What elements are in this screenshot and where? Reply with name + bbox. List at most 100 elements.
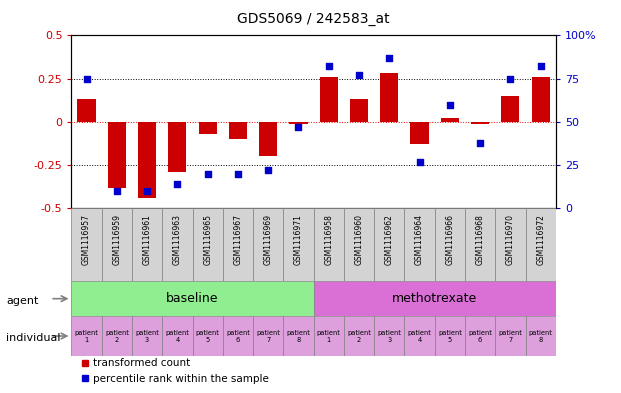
Point — [536, 63, 546, 70]
Point — [81, 75, 91, 82]
Text: patient
6: patient 6 — [468, 329, 492, 343]
Point — [263, 167, 273, 173]
Bar — [132, 316, 162, 356]
Bar — [404, 208, 435, 281]
Point — [173, 181, 183, 187]
Bar — [344, 316, 374, 356]
Text: patient
4: patient 4 — [165, 329, 189, 343]
Text: GSM1116965: GSM1116965 — [203, 214, 212, 265]
Text: GSM1116961: GSM1116961 — [143, 214, 152, 265]
Text: GSM1116969: GSM1116969 — [264, 214, 273, 265]
Bar — [501, 96, 519, 122]
Bar — [253, 208, 283, 281]
Text: GSM1116972: GSM1116972 — [536, 214, 545, 265]
Bar — [253, 316, 283, 356]
Bar — [314, 208, 344, 281]
Text: patient
7: patient 7 — [499, 329, 522, 343]
Bar — [350, 99, 368, 122]
Bar — [78, 99, 96, 122]
Point — [505, 75, 515, 82]
Bar — [162, 316, 193, 356]
Bar — [471, 122, 489, 123]
Text: GSM1116968: GSM1116968 — [476, 214, 484, 265]
Text: GSM1116970: GSM1116970 — [506, 214, 515, 265]
Bar — [495, 208, 525, 281]
Bar — [193, 208, 223, 281]
Text: GSM1116962: GSM1116962 — [385, 214, 394, 265]
Bar — [441, 118, 459, 122]
Text: patient
4: patient 4 — [407, 329, 432, 343]
Bar — [532, 77, 550, 122]
Bar — [410, 122, 428, 144]
Text: patient
1: patient 1 — [317, 329, 341, 343]
Bar — [193, 316, 223, 356]
Bar — [404, 316, 435, 356]
Text: patient
1: patient 1 — [75, 329, 99, 343]
Bar — [374, 208, 404, 281]
Bar — [132, 208, 162, 281]
Bar — [108, 122, 126, 187]
Text: baseline: baseline — [166, 292, 219, 305]
Text: GDS5069 / 242583_at: GDS5069 / 242583_at — [237, 11, 390, 26]
Bar — [71, 316, 102, 356]
Text: agent: agent — [6, 296, 39, 306]
Bar — [314, 281, 556, 316]
Text: GSM1116966: GSM1116966 — [445, 214, 455, 265]
Bar — [168, 122, 186, 172]
Bar — [71, 281, 314, 316]
Bar — [435, 208, 465, 281]
Bar — [435, 316, 465, 356]
Bar — [259, 122, 277, 156]
Bar — [465, 208, 495, 281]
Text: individual: individual — [6, 333, 61, 343]
Bar — [344, 208, 374, 281]
Point — [202, 171, 212, 177]
Bar — [71, 208, 102, 281]
Point — [384, 55, 394, 61]
Text: patient
7: patient 7 — [256, 329, 280, 343]
Bar — [495, 316, 525, 356]
Text: patient
5: patient 5 — [196, 329, 220, 343]
Text: patient
6: patient 6 — [226, 329, 250, 343]
Text: patient
8: patient 8 — [528, 329, 553, 343]
Point — [294, 124, 304, 130]
Bar — [320, 77, 338, 122]
Text: patient
3: patient 3 — [378, 329, 401, 343]
Point — [233, 171, 243, 177]
Point — [475, 140, 485, 146]
Bar — [223, 208, 253, 281]
Text: patient
5: patient 5 — [438, 329, 462, 343]
Text: GSM1116959: GSM1116959 — [112, 214, 121, 265]
Text: GSM1116958: GSM1116958 — [324, 214, 333, 265]
Bar — [465, 316, 495, 356]
Text: patient
2: patient 2 — [347, 329, 371, 343]
Bar — [380, 73, 398, 122]
Text: GSM1116960: GSM1116960 — [355, 214, 363, 265]
Bar — [223, 316, 253, 356]
Text: GSM1116957: GSM1116957 — [82, 214, 91, 265]
Text: GSM1116963: GSM1116963 — [173, 214, 182, 265]
Text: methotrexate: methotrexate — [392, 292, 478, 305]
Bar — [283, 316, 314, 356]
Bar — [289, 122, 307, 123]
Bar — [283, 208, 314, 281]
Bar — [102, 208, 132, 281]
Bar — [374, 316, 404, 356]
Point — [354, 72, 364, 78]
Text: patient
8: patient 8 — [286, 329, 310, 343]
Text: GSM1116964: GSM1116964 — [415, 214, 424, 265]
Text: patient
3: patient 3 — [135, 329, 159, 343]
Text: patient
2: patient 2 — [105, 329, 129, 343]
Legend: transformed count, percentile rank within the sample: transformed count, percentile rank withi… — [76, 354, 273, 388]
Point — [415, 158, 425, 165]
Bar — [102, 316, 132, 356]
Point — [324, 63, 333, 70]
Text: GSM1116971: GSM1116971 — [294, 214, 303, 265]
Bar — [138, 122, 156, 198]
Bar — [525, 316, 556, 356]
Point — [445, 101, 455, 108]
Bar — [314, 316, 344, 356]
Bar — [525, 208, 556, 281]
Bar — [229, 122, 247, 139]
Point — [142, 188, 152, 194]
